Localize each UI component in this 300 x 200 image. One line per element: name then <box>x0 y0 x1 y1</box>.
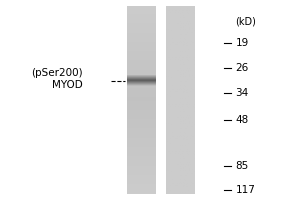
Text: 34: 34 <box>236 88 249 98</box>
Text: 26: 26 <box>236 63 249 73</box>
Text: MYOD: MYOD <box>52 80 83 90</box>
Text: 117: 117 <box>236 185 255 195</box>
Text: 48: 48 <box>236 115 249 125</box>
Text: (kD): (kD) <box>236 16 256 26</box>
Text: 85: 85 <box>236 161 249 171</box>
Text: 19: 19 <box>236 38 249 48</box>
Text: (pSer200): (pSer200) <box>31 68 83 78</box>
